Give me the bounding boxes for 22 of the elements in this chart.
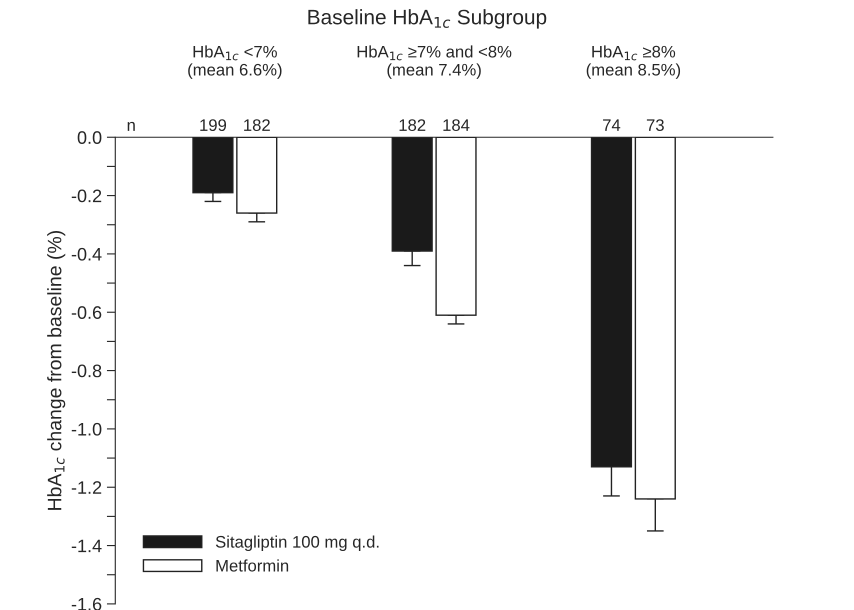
y-tick-label: -0.8 (72, 364, 102, 378)
y-tick-label: -0.4 (72, 248, 102, 261)
y-tick-label: -0.2 (72, 190, 102, 202)
y-tick-label: 0.0 (78, 131, 102, 144)
legend-label: Sitagliptin 100 mg q.d. (216, 535, 379, 552)
y-tick-label: -1.0 (72, 422, 102, 436)
x-tick-label: HbA$_{1c}$ <7% (mean 6.6%) (188, 45, 282, 79)
text: 184 (443, 119, 470, 132)
text: 74 (603, 119, 620, 131)
text: 182 (244, 119, 270, 132)
legend-label: Metformin (216, 559, 288, 572)
y-tick-label: -1.4 (72, 540, 102, 552)
x-tick-label: HbA$_{1c}$ ≥8% (mean 8.5%) (586, 45, 680, 79)
chart-title: Baseline HbA$_{1c}$ Subgroup (308, 9, 546, 29)
x-tick-label: HbA$_{1c}$ ≥7% and <8% (mean 7.4%) (358, 45, 512, 79)
text: 182 (400, 119, 426, 132)
y-tick-label: -1.2 (72, 481, 102, 494)
text: n (128, 122, 135, 131)
y-axis-title: HbA$_{1c}$ change from baseline (%) (47, 231, 66, 510)
text: 199 (200, 119, 226, 132)
text: 73 (646, 119, 664, 132)
y-tick-label: -0.6 (72, 306, 102, 319)
